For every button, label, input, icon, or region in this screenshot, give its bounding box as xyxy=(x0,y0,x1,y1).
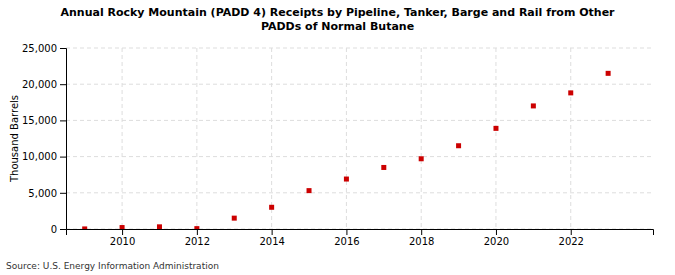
x-grid-line xyxy=(346,48,347,229)
grid xyxy=(66,48,653,229)
x-tick-mark xyxy=(272,229,273,235)
x-tick-mark xyxy=(346,229,347,235)
title-line: PADDs of Normal Butane xyxy=(261,20,414,33)
y-grid-line xyxy=(66,120,653,121)
x-tick: 2010 xyxy=(110,229,135,247)
y-tick: 25,000 xyxy=(22,43,66,54)
x-tick-mark xyxy=(571,229,572,235)
y-tick-label: 10,000 xyxy=(22,151,57,162)
x-tick-label: 2014 xyxy=(259,236,284,247)
point xyxy=(307,188,312,193)
x-tick: 2014 xyxy=(259,229,284,247)
x-tick-mark xyxy=(197,229,198,235)
y-tick: 0 xyxy=(51,224,66,235)
y-grid-line xyxy=(66,48,653,49)
x-tick-label: 2022 xyxy=(559,236,584,247)
x-tick-label: 2018 xyxy=(409,236,434,247)
y-tick-label: 0 xyxy=(51,224,57,235)
title: Annual Rocky Mountain (PADD 4) Receipts … xyxy=(60,6,615,33)
y-axis-line xyxy=(60,49,67,230)
point xyxy=(419,156,424,161)
x-grid-line xyxy=(122,48,123,229)
x-tick-label: 2012 xyxy=(185,236,210,247)
y-tick: 5,000 xyxy=(28,188,66,199)
x-tick-mark xyxy=(496,229,497,235)
point xyxy=(456,143,461,148)
point xyxy=(232,216,237,221)
x-tick-label: 2010 xyxy=(110,236,135,247)
plot: 2010 2012 2014 2016 2018 2020 2022 0 5,000 10,000… xyxy=(22,43,654,247)
y-tick-mark xyxy=(60,157,66,158)
y-tick-mark xyxy=(60,84,66,85)
x-grid-line xyxy=(570,48,571,229)
x-tick-mark xyxy=(421,229,422,235)
y-tick: 15,000 xyxy=(22,115,66,126)
x-tick-label: 2016 xyxy=(334,236,359,247)
x-tick-label: 2020 xyxy=(484,236,509,247)
y-tick-label: 5,000 xyxy=(28,188,57,199)
x-grid-line xyxy=(196,48,197,229)
y-tick: 20,000 xyxy=(22,79,66,90)
y-grid-line xyxy=(66,156,653,157)
title-line: Annual Rocky Mountain (PADD 4) Receipts … xyxy=(60,6,615,19)
x-tick-mark xyxy=(122,229,123,235)
y-tick-label: 25,000 xyxy=(22,43,57,54)
x-grid-line xyxy=(421,48,422,229)
point xyxy=(493,126,498,131)
x-tick: 2022 xyxy=(559,229,584,247)
y-tick-mark xyxy=(60,48,66,49)
x-grid-line xyxy=(495,48,496,229)
point xyxy=(82,226,87,229)
x-axis: 2010 2012 2014 2016 2018 2020 2022 xyxy=(67,229,654,247)
x-tick: 2016 xyxy=(334,229,359,247)
chart: Annual Rocky Mountain (PADD 4) Receipts … xyxy=(0,0,675,275)
source-note: Source: U.S. Energy Information Administ… xyxy=(6,261,219,271)
y-tick-mark xyxy=(60,120,66,121)
y-tick-mark xyxy=(60,229,66,230)
point xyxy=(157,224,162,229)
points xyxy=(82,71,610,229)
x-tick: 2018 xyxy=(409,229,434,247)
y-axis-label: Thousand Barrels xyxy=(9,95,20,183)
y-tick-mark xyxy=(60,193,66,194)
point xyxy=(568,90,573,95)
x-grid-line xyxy=(271,48,272,229)
x-tick: 2020 xyxy=(484,229,509,247)
x-axis-line xyxy=(67,230,654,236)
y-tick: 10,000 xyxy=(22,151,66,162)
point xyxy=(269,205,274,210)
point xyxy=(381,165,386,170)
y-tick-label: 20,000 xyxy=(22,79,57,90)
y-grid-line xyxy=(66,84,653,85)
point xyxy=(344,177,349,182)
y-tick-label: 15,000 xyxy=(22,115,57,126)
x-tick: 2012 xyxy=(185,229,210,247)
point xyxy=(606,71,611,76)
point xyxy=(120,225,125,229)
y-axis: 0 5,000 10,000 15,000 20,000 25,000 xyxy=(22,43,67,235)
point xyxy=(531,103,536,108)
point xyxy=(194,226,199,229)
y-grid-line xyxy=(66,192,653,193)
